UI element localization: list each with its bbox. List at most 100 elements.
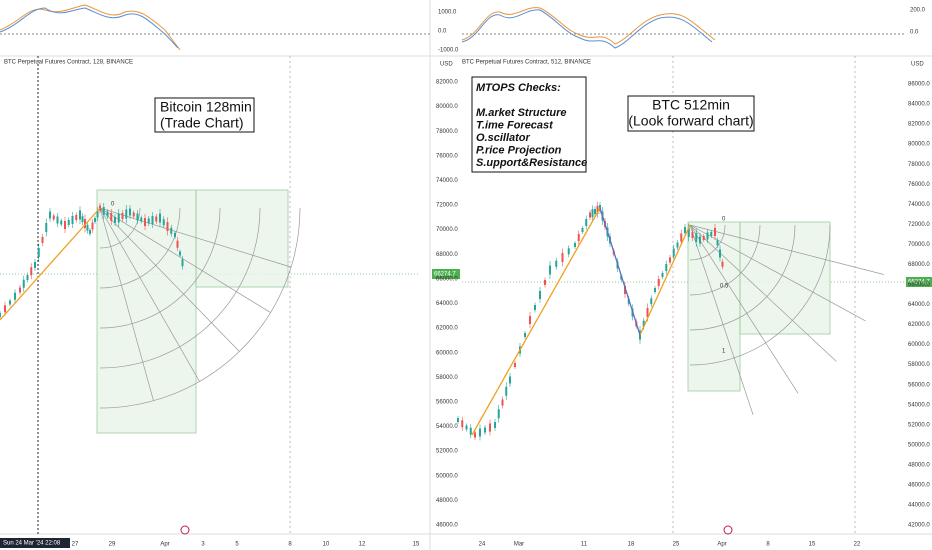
candle-body <box>716 240 719 246</box>
fan-ray <box>689 224 754 415</box>
fib-label: 1 <box>722 349 726 355</box>
candle-body <box>646 308 649 317</box>
axis-label: 76000.0 <box>908 182 930 188</box>
candle-body <box>94 218 96 222</box>
candle-body <box>19 287 21 293</box>
x-axis-label: 10 <box>323 542 330 548</box>
candle-body <box>672 248 675 257</box>
fan-ray <box>99 207 240 352</box>
candle-body <box>110 213 113 221</box>
candle-body <box>181 259 184 267</box>
candle-body <box>524 333 526 337</box>
fan-arc <box>689 224 796 331</box>
candle-body <box>687 228 690 237</box>
candle-body <box>49 211 51 219</box>
axis-label: 52000.0 <box>436 449 458 455</box>
candle-body <box>699 236 701 244</box>
oscillator-line <box>0 4 181 51</box>
fib-label: 0.5 <box>720 284 729 290</box>
candle-body <box>179 251 181 256</box>
candle-body <box>514 363 516 367</box>
axis-label: 62000.0 <box>908 322 930 328</box>
candle-body <box>86 224 89 231</box>
x-axis-label: Apr <box>717 542 726 548</box>
checklist-title: MTOPS Checks: <box>476 82 561 94</box>
x-axis-label: 8 <box>288 542 292 548</box>
candle-body <box>719 249 721 258</box>
candle-body <box>159 213 161 223</box>
candle-body <box>509 376 511 384</box>
candle-body <box>125 209 128 219</box>
candle-body <box>549 265 551 275</box>
candle-body <box>26 275 29 280</box>
trend-line <box>639 224 691 336</box>
event-icon[interactable] <box>723 525 733 535</box>
candle-body <box>657 279 660 286</box>
projection-box <box>96 189 197 434</box>
candle-body <box>577 234 580 241</box>
x-axis-label: 27 <box>72 542 79 548</box>
candle-body <box>642 320 645 327</box>
candle-body <box>52 215 55 220</box>
candle-body <box>650 298 653 305</box>
chart-legend: BTC Perpetual Futures Contract, 128, BIN… <box>4 60 133 66</box>
x-axis-label: 12 <box>359 542 366 548</box>
projection-box <box>739 221 831 335</box>
candle-body <box>34 262 36 268</box>
fan-arc <box>689 224 831 366</box>
candle-body <box>129 208 131 216</box>
axis-label: 78000.0 <box>436 129 458 135</box>
axis-label: 76000.0 <box>436 153 458 159</box>
candle-body <box>30 267 33 276</box>
x-axis-label: Mar <box>514 542 524 548</box>
candle-body <box>665 264 668 271</box>
candle-body <box>691 232 694 238</box>
fan-arc <box>689 224 761 296</box>
candle-body <box>465 425 468 430</box>
candle-body <box>91 222 94 230</box>
crosshair-tag <box>0 538 70 548</box>
candle-body <box>567 248 570 255</box>
fan-ray <box>689 224 866 322</box>
event-icon[interactable] <box>180 525 190 535</box>
candle-body <box>174 233 176 237</box>
candle-body <box>176 240 179 248</box>
fan-arc <box>99 207 301 409</box>
candle-body <box>67 220 70 225</box>
axis-label: 78000.0 <box>908 162 930 168</box>
axis-label: 68000.0 <box>908 262 930 268</box>
candle-body <box>484 427 486 433</box>
candle-body <box>714 228 716 236</box>
candle-body <box>474 432 476 438</box>
axis-label: 1000.0 <box>438 10 457 16</box>
trend-line <box>599 207 641 336</box>
axis-label: 46000.0 <box>436 523 458 529</box>
axis-label: 46000.0 <box>908 482 930 488</box>
checklist-item: P.rice Projection <box>476 144 562 156</box>
axis-label: 82000.0 <box>436 80 458 86</box>
fan-ray <box>99 207 271 313</box>
axis-label: 54000.0 <box>436 424 458 430</box>
candle-body <box>14 292 16 300</box>
axis-label: 52000.0 <box>908 422 930 428</box>
checklist-item: M.arket Structure <box>476 107 566 119</box>
candle-body <box>64 221 66 229</box>
fib-label: 0 <box>111 202 115 208</box>
fan-ray <box>99 207 292 268</box>
fan-arc <box>99 207 221 329</box>
checklist-item: T.ime Forecast <box>476 119 554 131</box>
x-axis-label: 8 <box>766 542 770 548</box>
candle-body <box>544 280 546 285</box>
candle-body <box>106 211 109 217</box>
axis-label: 56000.0 <box>908 382 930 388</box>
axis-label: -1000.0 <box>438 48 459 54</box>
candle-body <box>114 217 116 223</box>
axis-label: 72000.0 <box>436 203 458 209</box>
axis-label: 80000.0 <box>908 142 930 148</box>
candle-body <box>457 418 459 422</box>
candle-body <box>501 399 504 406</box>
candle-body <box>4 305 6 313</box>
axis-label: 48000.0 <box>436 498 458 504</box>
candle-body <box>41 237 44 243</box>
candle-body <box>710 232 713 236</box>
